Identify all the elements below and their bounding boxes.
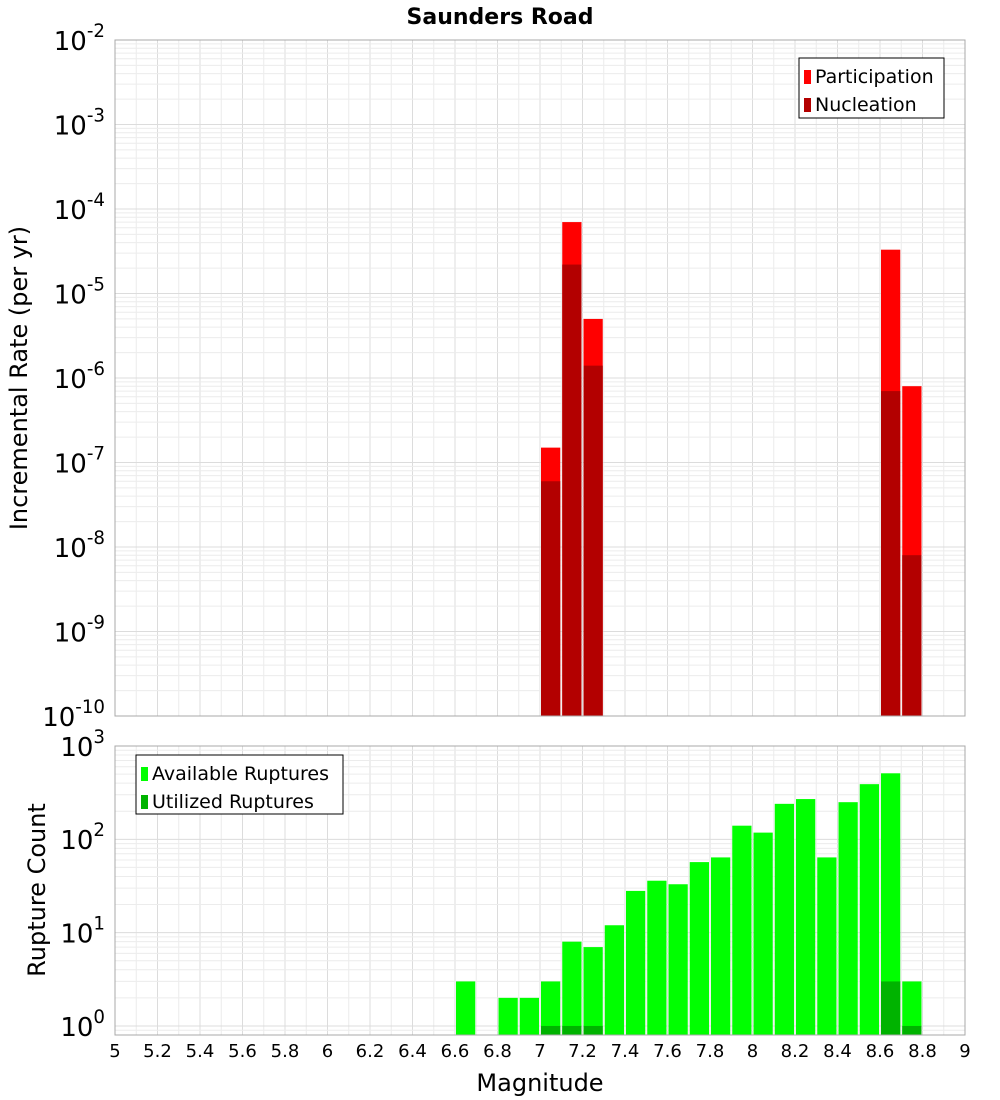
bar-utilized-ruptures [583, 1025, 603, 1035]
bar-available-ruptures [774, 803, 794, 1035]
legend-swatch [141, 795, 148, 809]
top-plot-frame [114, 39, 966, 717]
x-tick-label: 6.4 [398, 1041, 427, 1062]
bar-available-ruptures [732, 825, 752, 1035]
bar-nucleation [902, 555, 922, 716]
x-tick-label: 8.2 [781, 1041, 810, 1062]
bar-utilized-ruptures [881, 981, 901, 1035]
x-tick-label: 8.6 [866, 1041, 895, 1062]
x-tick-label: 6 [322, 1041, 333, 1062]
legend-frame [798, 57, 945, 119]
x-tick-label: 5 [109, 1041, 120, 1062]
bar-available-ruptures [817, 857, 837, 1035]
x-tick-label: 6.8 [483, 1041, 512, 1062]
bar-available-ruptures [562, 941, 582, 1035]
bottom-plot-frame [114, 745, 966, 1036]
legend-swatch [141, 767, 148, 781]
legend-frame [135, 754, 344, 815]
x-tick-label: 5.2 [143, 1041, 172, 1062]
top-legend: Participation Nucleation [798, 57, 945, 119]
y-tick-label: 101 [60, 914, 105, 950]
bar-available-ruptures [689, 862, 709, 1035]
legend-label: Participation [815, 66, 934, 88]
chart-title: Saunders Road [407, 5, 594, 30]
top-plot-grid [114, 39, 966, 717]
bar-available-ruptures [711, 857, 731, 1035]
bar-available-ruptures [647, 880, 667, 1035]
bar-nucleation [541, 481, 561, 716]
x-axis-ticks: 5 5.2 5.4 5.6 5.8 6 6.2 6.4 6.6 6.8 7 7.2 7.4 7.6 7.8 8… [109, 1041, 970, 1062]
x-tick-label: 5.8 [271, 1041, 300, 1062]
x-tick-label: 7.4 [611, 1041, 640, 1062]
bottom-plot-bars [456, 773, 922, 1035]
y-tick-label: 10-2 [54, 21, 105, 57]
top-y-axis-ticks: 10-10 10-9 10-8 10-7 10-6 10-5 10-4 10-3 10-2 [42, 21, 105, 733]
y-tick-label: 10-10 [42, 697, 105, 733]
bar-nucleation [562, 264, 582, 716]
bar-available-ruptures [519, 997, 539, 1035]
legend-label: Utilized Ruptures [152, 791, 314, 813]
y-tick-label: 10-8 [54, 528, 105, 564]
x-tick-label: 8 [747, 1041, 758, 1062]
bar-available-ruptures [498, 997, 518, 1035]
x-tick-label: 7.2 [568, 1041, 597, 1062]
x-tick-label: 7 [534, 1041, 545, 1062]
y-tick-label: 102 [60, 820, 105, 856]
bar-utilized-ruptures [541, 1025, 561, 1035]
y-tick-label: 103 [60, 727, 105, 763]
x-tick-label: 8.4 [823, 1041, 852, 1062]
bar-available-ruptures [583, 947, 603, 1035]
x-tick-label: 7.8 [696, 1041, 725, 1062]
legend-swatch [804, 70, 811, 84]
x-tick-label: 5.6 [228, 1041, 257, 1062]
top-y-axis-label: Incremental Rate (per yr) [5, 226, 33, 530]
bottom-y-axis-ticks: 100 101 102 103 [60, 727, 105, 1043]
y-tick-label: 10-6 [54, 359, 105, 395]
y-tick-label: 10-5 [54, 274, 105, 310]
x-tick-label: 7.6 [653, 1041, 682, 1062]
bottom-legend: Available Ruptures Utilized Ruptures [135, 754, 344, 815]
bar-utilized-ruptures [902, 1025, 922, 1035]
bar-available-ruptures [838, 802, 858, 1035]
y-tick-label: 10-9 [54, 612, 105, 648]
bar-available-ruptures [626, 890, 646, 1035]
top-plot-bars [541, 222, 922, 716]
x-axis-label: Magnitude [476, 1069, 603, 1097]
bar-nucleation [881, 391, 901, 716]
bar-available-ruptures [753, 832, 773, 1035]
x-tick-label: 9 [959, 1041, 970, 1062]
x-tick-label: 8.8 [908, 1041, 937, 1062]
bar-available-ruptures [604, 925, 624, 1035]
bar-available-ruptures [668, 884, 688, 1035]
y-tick-label: 10-7 [54, 443, 105, 479]
x-tick-label: 6.6 [441, 1041, 470, 1062]
legend-label: Nucleation [815, 94, 917, 116]
bar-available-ruptures [796, 799, 816, 1035]
bar-available-ruptures [541, 981, 561, 1035]
legend-label: Available Ruptures [152, 763, 329, 785]
y-tick-label: 100 [60, 1007, 105, 1043]
bar-available-ruptures [902, 981, 922, 1035]
bar-nucleation [583, 365, 603, 716]
bar-utilized-ruptures [562, 1025, 582, 1035]
bar-available-ruptures [881, 773, 901, 1035]
bottom-y-axis-label: Rupture Count [23, 803, 51, 977]
bar-available-ruptures [859, 784, 879, 1035]
bar-available-ruptures [456, 981, 476, 1035]
y-tick-label: 10-4 [54, 190, 105, 226]
legend-swatch [804, 98, 811, 112]
y-tick-label: 10-3 [54, 105, 105, 141]
x-tick-label: 5.4 [186, 1041, 215, 1062]
x-tick-label: 6.2 [356, 1041, 385, 1062]
